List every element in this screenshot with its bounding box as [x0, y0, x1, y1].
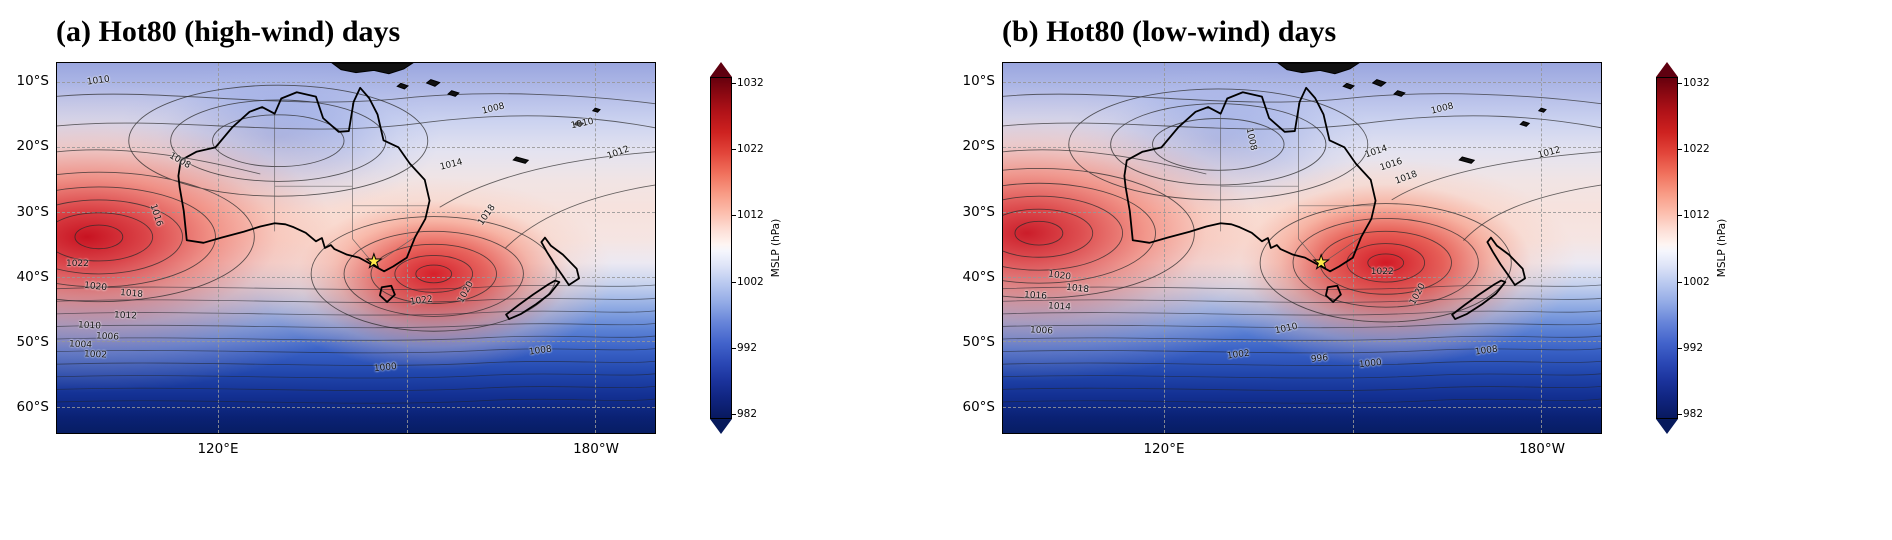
panel-a: (a) Hot80 (high-wind) days	[17, 15, 802, 457]
xtick-180w: 180°W	[573, 440, 619, 457]
ytick-50s: 50°S	[16, 333, 50, 350]
gridline-10s	[1003, 82, 1601, 84]
colorbar-tick: 992	[731, 341, 758, 354]
location-star-marker: ★	[1312, 251, 1330, 274]
contour-southern-lines	[1003, 285, 1601, 403]
panel-a-title: (a) Hot80 (high-wind) days	[56, 15, 401, 48]
xtick-120e: 120°E	[197, 440, 239, 457]
gridline-60s	[57, 406, 655, 408]
gridline-150e	[1352, 62, 1354, 433]
colorbar-tick: 1032	[1678, 76, 1710, 89]
coastline-australia-nz	[1124, 87, 1525, 318]
gridline-150e	[406, 62, 408, 433]
coastline-australia-nz	[178, 87, 579, 318]
colorbar-tick: 1012	[732, 209, 764, 222]
colorbar-arrow-top	[710, 61, 732, 77]
contour-flow-lines	[57, 93, 655, 247]
gridline-20s	[57, 146, 655, 148]
gridline-60s	[1003, 406, 1601, 408]
gridline-30s	[57, 211, 655, 213]
gridline-10s	[57, 82, 655, 84]
gridline-120e	[1164, 62, 1166, 433]
gridline-120e	[218, 62, 220, 433]
contour-rings	[57, 85, 556, 331]
colorbar-axis-label: MSLP (hPa)	[770, 218, 782, 277]
panel-a-colorbar: 1032 1022 1012 1002 992 982 MSLP (hPa)	[710, 61, 802, 434]
colorbar-body: 1032 1022 1012 1002 992 982	[710, 76, 764, 420]
contour-southern-lines	[57, 285, 655, 403]
islands-new-guinea-pacific	[1278, 62, 1546, 163]
colorbar-tick: 1022	[732, 142, 764, 155]
colorbar-arrow-bottom	[710, 418, 732, 434]
contour-flow-lines	[1003, 93, 1601, 240]
gridline-50s	[57, 341, 655, 343]
gridline-180w	[595, 62, 597, 433]
state-borders	[1221, 102, 1374, 264]
location-star-marker: ★	[365, 250, 383, 273]
colorbar-gradient: 1032 1022 1012 1002 992 982	[1656, 61, 1710, 434]
ytick-30s: 30°S	[16, 203, 50, 220]
colorbar-tick: 1022	[1678, 142, 1710, 155]
gridline-30s	[1003, 211, 1601, 213]
colorbar-body: 1032 1022 1012 1002 992 982	[1656, 76, 1710, 420]
contour-coastline-overlay	[57, 62, 655, 433]
colorbar-tick: 992	[1677, 341, 1704, 354]
colorbar-arrow-top	[1656, 61, 1678, 77]
panel-b-title: (b) Hot80 (low-wind) days	[1002, 15, 1337, 48]
colorbar-gradient: 1032 1022 1012 1002 992 982	[710, 61, 764, 434]
colorbar-tick: 1002	[1678, 275, 1710, 288]
ytick-40s: 40°S	[16, 268, 50, 285]
colorbar-tick: 1002	[732, 275, 764, 288]
colorbar-tick: 982	[1677, 408, 1704, 421]
colorbar-tick: 982	[731, 408, 758, 421]
panel-b: (b) Hot80 (low-wind) days	[946, 0, 1892, 540]
ytick-20s: 20°S	[16, 138, 50, 155]
gridline-50s	[1003, 341, 1601, 343]
gridline-40s	[1003, 276, 1601, 278]
panel-b-colorbar: 1032 1022 1012 1002 992 982 MSLP (hPa)	[1656, 61, 1748, 434]
contour-coastline-overlay	[1003, 62, 1601, 433]
colorbar-tick: 1032	[732, 76, 764, 89]
panel-a-map: 1010 1008 1010 1012 1008 1014 1016 1018 …	[56, 61, 656, 434]
state-borders	[275, 102, 428, 264]
colorbar-axis-label: MSLP (hPa)	[1716, 218, 1728, 277]
ytick-10s: 10°S	[962, 73, 996, 90]
gridline-180w	[1541, 62, 1543, 433]
ytick-10s: 10°S	[16, 73, 50, 90]
xtick-120e: 120°E	[1143, 440, 1185, 457]
xtick-180w: 180°W	[1519, 440, 1565, 457]
ytick-20s: 20°S	[962, 138, 996, 155]
ytick-30s: 30°S	[962, 203, 996, 220]
ytick-60s: 60°S	[962, 399, 996, 416]
gridline-40s	[57, 276, 655, 278]
ytick-60s: 60°S	[16, 399, 50, 416]
colorbar-tick: 1012	[1678, 209, 1710, 222]
islands-new-guinea-pacific	[332, 62, 600, 163]
contour-rings	[1003, 88, 1511, 321]
colorbar-arrow-bottom	[1656, 418, 1678, 434]
panel-a-plot: 1010 1008 1010 1012 1008 1014 1016 1018 …	[17, 61, 656, 457]
panel-b-map: 1008 1014 1016 1018 1012 1008 1020 1018 …	[1002, 61, 1602, 434]
ytick-50s: 50°S	[962, 333, 996, 350]
ytick-40s: 40°S	[962, 268, 996, 285]
gridline-20s	[1003, 146, 1601, 148]
panel-b-plot: 1008 1014 1016 1018 1012 1008 1020 1018 …	[963, 61, 1602, 457]
